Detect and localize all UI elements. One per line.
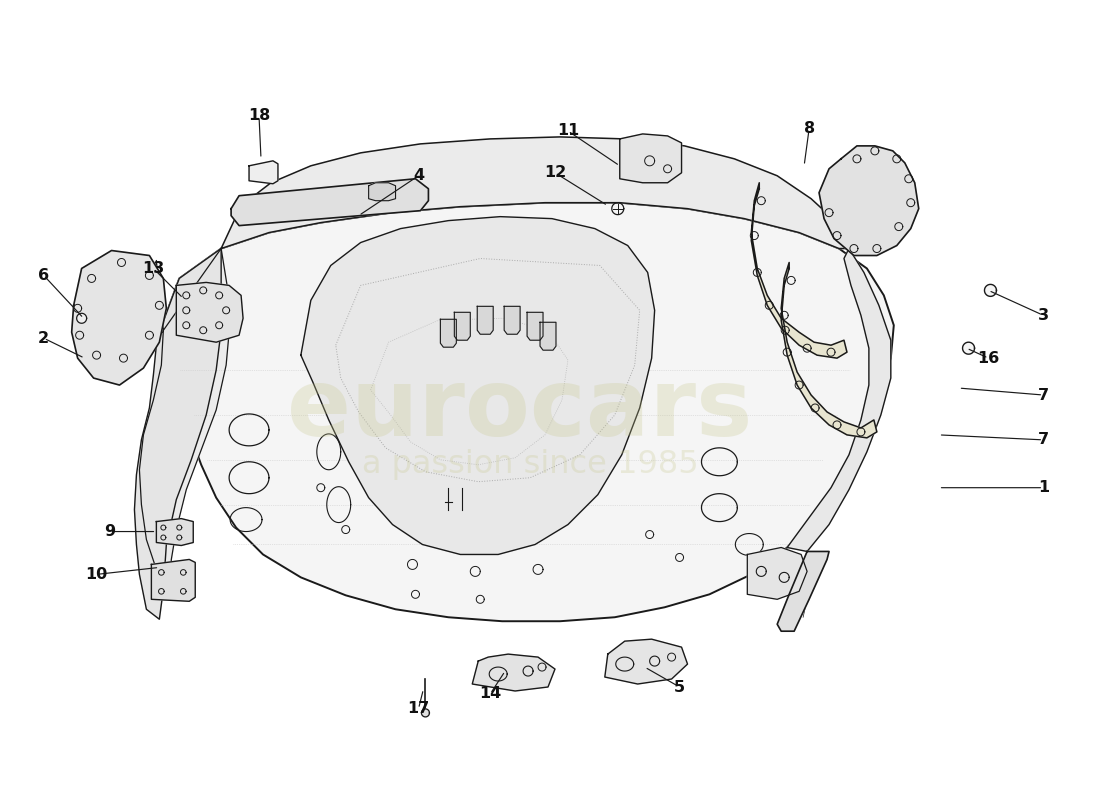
Text: 4: 4 xyxy=(412,168,424,183)
Text: 7: 7 xyxy=(1037,387,1048,402)
Polygon shape xyxy=(368,182,396,201)
Polygon shape xyxy=(152,559,195,602)
Text: 7: 7 xyxy=(1037,432,1048,447)
Text: 16: 16 xyxy=(977,350,1000,366)
Text: 13: 13 xyxy=(142,261,165,276)
Polygon shape xyxy=(221,137,849,249)
Polygon shape xyxy=(504,306,520,334)
Polygon shape xyxy=(472,654,556,691)
Text: a passion since 1985: a passion since 1985 xyxy=(362,450,698,480)
Text: 18: 18 xyxy=(248,109,271,123)
Polygon shape xyxy=(77,314,87,323)
Polygon shape xyxy=(778,551,829,631)
Polygon shape xyxy=(249,161,278,184)
Text: 5: 5 xyxy=(674,679,685,694)
Polygon shape xyxy=(751,182,847,358)
Text: 14: 14 xyxy=(480,686,502,702)
Polygon shape xyxy=(440,319,456,347)
Polygon shape xyxy=(540,322,556,350)
Polygon shape xyxy=(176,282,243,342)
Polygon shape xyxy=(134,249,221,619)
Polygon shape xyxy=(962,342,975,354)
Polygon shape xyxy=(984,285,997,296)
Polygon shape xyxy=(619,134,682,182)
Text: 9: 9 xyxy=(104,524,116,539)
Text: 12: 12 xyxy=(543,166,566,180)
Text: 3: 3 xyxy=(1037,308,1048,322)
Text: 2: 2 xyxy=(39,330,50,346)
Text: 1: 1 xyxy=(1037,480,1048,495)
Text: 10: 10 xyxy=(86,567,108,582)
Polygon shape xyxy=(231,178,428,226)
Text: 11: 11 xyxy=(557,123,579,138)
Polygon shape xyxy=(421,709,429,717)
Polygon shape xyxy=(477,306,493,334)
Polygon shape xyxy=(156,518,194,546)
Text: eurocars: eurocars xyxy=(287,364,752,456)
Polygon shape xyxy=(527,312,543,340)
Polygon shape xyxy=(156,202,894,622)
Polygon shape xyxy=(301,217,654,554)
Polygon shape xyxy=(454,312,471,340)
Polygon shape xyxy=(788,249,891,551)
Polygon shape xyxy=(747,547,807,599)
Polygon shape xyxy=(72,250,166,385)
Polygon shape xyxy=(140,249,231,590)
Polygon shape xyxy=(605,639,688,684)
Polygon shape xyxy=(781,262,877,438)
Text: 17: 17 xyxy=(407,702,430,717)
Text: 6: 6 xyxy=(39,268,50,283)
Text: 8: 8 xyxy=(803,122,815,137)
Polygon shape xyxy=(820,146,918,255)
